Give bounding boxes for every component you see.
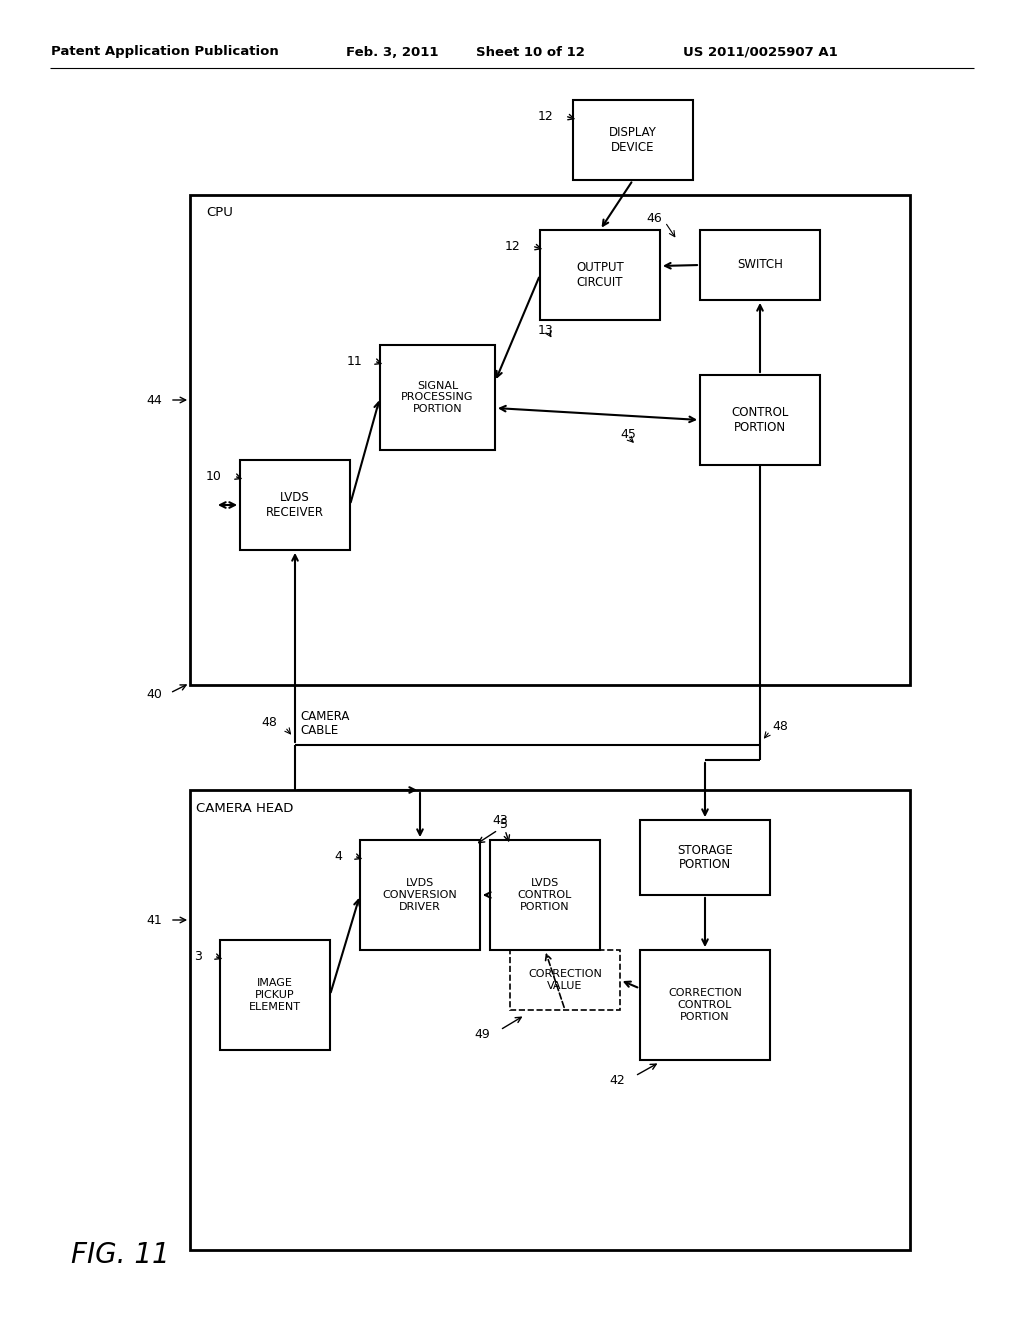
Text: 3: 3 [195, 950, 202, 964]
Text: LVDS
CONTROL
PORTION: LVDS CONTROL PORTION [518, 878, 572, 912]
Text: CABLE: CABLE [300, 725, 338, 738]
Text: 12: 12 [504, 240, 520, 253]
Bar [240, 459, 350, 550]
Text: 11: 11 [346, 355, 362, 368]
Text: 46: 46 [646, 211, 662, 224]
Text: STORAGE
PORTION: STORAGE PORTION [677, 843, 733, 871]
Bar [190, 789, 910, 1250]
Text: 45: 45 [620, 429, 636, 441]
Text: Patent Application Publication: Patent Application Publication [51, 45, 279, 58]
Bar [510, 950, 620, 1010]
Text: Sheet 10 of 12: Sheet 10 of 12 [475, 45, 585, 58]
Text: CORRECTION
VALUE: CORRECTION VALUE [528, 969, 602, 991]
Text: DISPLAY
DEVICE: DISPLAY DEVICE [609, 125, 657, 154]
Text: LVDS
RECEIVER: LVDS RECEIVER [266, 491, 324, 519]
Bar [360, 840, 480, 950]
Text: IMAGE
PICKUP
ELEMENT: IMAGE PICKUP ELEMENT [249, 978, 301, 1011]
Bar [640, 820, 770, 895]
Bar [700, 230, 820, 300]
Text: 41: 41 [146, 913, 162, 927]
Text: 49: 49 [474, 1028, 490, 1041]
Text: SIGNAL
PROCESSING
PORTION: SIGNAL PROCESSING PORTION [401, 381, 474, 414]
Text: 12: 12 [538, 110, 553, 123]
Text: CONTROL
PORTION: CONTROL PORTION [731, 407, 788, 434]
Text: LVDS
CONVERSION
DRIVER: LVDS CONVERSION DRIVER [383, 878, 458, 912]
Text: 48: 48 [261, 717, 278, 730]
Bar [540, 230, 660, 319]
Text: 43: 43 [493, 813, 508, 826]
Text: CAMERA HEAD: CAMERA HEAD [197, 801, 294, 814]
Text: CPU: CPU [207, 206, 233, 219]
Bar [490, 840, 600, 950]
Text: CORRECTION
CONTROL
PORTION: CORRECTION CONTROL PORTION [668, 989, 742, 1022]
Text: CAMERA: CAMERA [300, 710, 349, 723]
Text: 13: 13 [538, 323, 554, 337]
Text: FIG. 11: FIG. 11 [71, 1241, 169, 1269]
Bar [700, 375, 820, 465]
Bar [190, 195, 910, 685]
Text: Feb. 3, 2011: Feb. 3, 2011 [346, 45, 438, 58]
Text: US 2011/0025907 A1: US 2011/0025907 A1 [683, 45, 838, 58]
Text: 42: 42 [609, 1073, 625, 1086]
Text: 4: 4 [334, 850, 342, 863]
Bar [640, 950, 770, 1060]
Text: SWITCH: SWITCH [737, 259, 783, 272]
Bar [573, 100, 693, 180]
Text: 44: 44 [146, 393, 162, 407]
Text: 40: 40 [146, 689, 162, 701]
Text: OUTPUT
CIRCUIT: OUTPUT CIRCUIT [577, 261, 624, 289]
Text: 48: 48 [772, 721, 787, 734]
Text: 10: 10 [206, 470, 222, 483]
Bar [380, 345, 495, 450]
Text: 5: 5 [500, 818, 508, 832]
Bar [220, 940, 330, 1049]
